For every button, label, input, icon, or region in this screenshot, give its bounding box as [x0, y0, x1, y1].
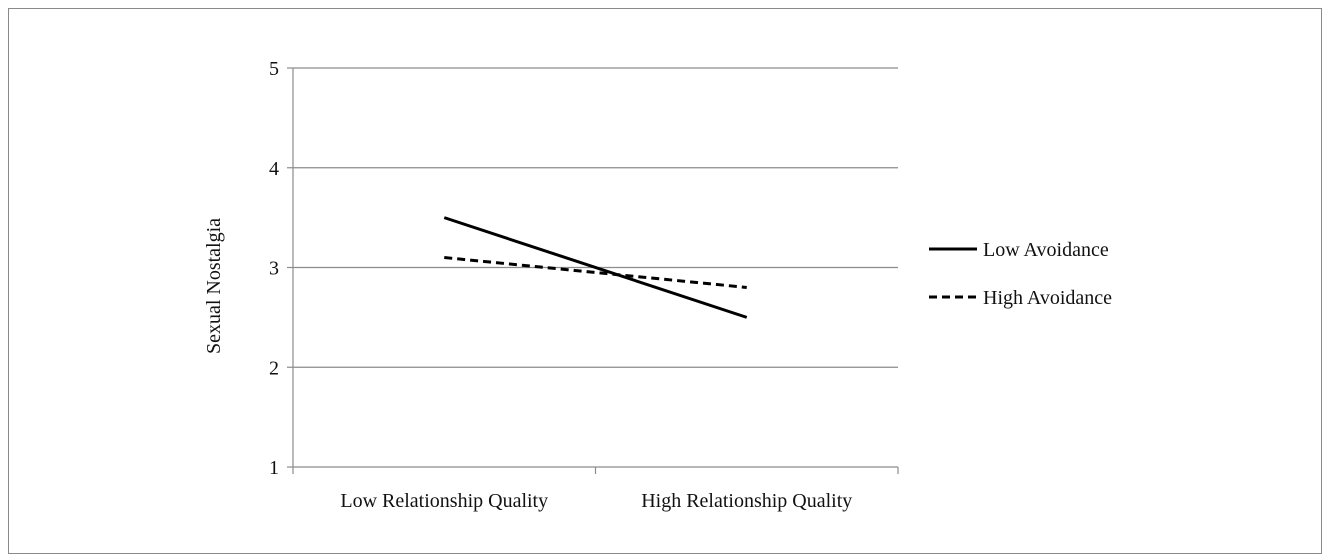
- chart-frame: [8, 8, 1322, 554]
- x-tick-label: High Relationship Quality: [641, 490, 852, 512]
- y-axis-label: Sexual Nostalgia: [203, 218, 225, 354]
- y-tick-label: 1: [269, 457, 279, 479]
- gridlines: [293, 67, 898, 368]
- series-line-high-avoidance: [444, 256, 747, 289]
- series-lines: [443, 216, 748, 319]
- x-tick-label: Low Relationship Quality: [340, 490, 548, 512]
- legend: Low Avoidance High Avoidance: [929, 239, 1112, 309]
- x-tick-labels: Low Relationship Quality High Relationshi…: [340, 490, 852, 512]
- y-tick-label: 4: [269, 158, 279, 180]
- legend-label: High Avoidance: [983, 287, 1112, 309]
- y-tick-labels: 1 2 3 4 5: [269, 58, 279, 479]
- y-tick-label: 3: [269, 258, 279, 280]
- series-line-low-avoidance: [443, 216, 748, 319]
- y-tick-label: 5: [269, 58, 279, 80]
- legend-label: Low Avoidance: [983, 239, 1109, 261]
- y-tick-label: 2: [269, 357, 279, 379]
- axes: [287, 67, 899, 474]
